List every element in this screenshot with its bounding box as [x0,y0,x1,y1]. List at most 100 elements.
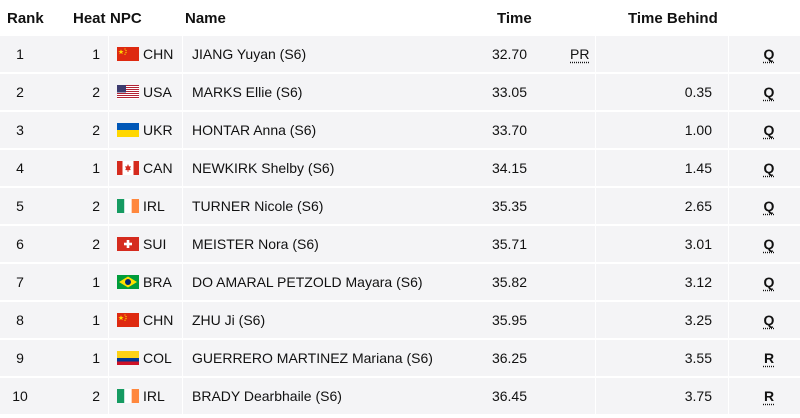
rank-cell: 2 [16,84,24,100]
flag-can-icon [117,161,139,175]
time-behind-cell [640,36,712,72]
column-divider [182,112,183,148]
time-behind-cell: 3.12 [684,274,712,290]
column-divider [108,188,109,224]
rank-cell: 3 [16,122,24,138]
qualification-badge[interactable]: R [763,388,775,404]
qualification-badge[interactable]: Q [763,198,775,214]
athlete-name[interactable]: BRADY Dearbhaile (S6) [192,388,342,404]
time-behind-cell: 3.75 [684,388,712,404]
athlete-name[interactable]: JIANG Yuyan (S6) [192,46,307,62]
time-cell: 34.15 [491,160,527,176]
time-cell: 32.70 [491,46,527,62]
column-divider [182,188,183,224]
npc-cell: CHN [143,312,174,328]
column-divider [728,378,729,414]
record-badge[interactable]: PR [570,46,590,62]
time-behind-cell: 1.45 [684,160,712,176]
column-divider [595,36,596,72]
npc-cell: COL [143,350,172,366]
athlete-name[interactable]: DO AMARAL PETZOLD Mayara (S6) [192,274,423,290]
qualification-badge[interactable]: Q [763,160,775,176]
heat-cell: 2 [92,122,100,138]
npc-cell: SUI [143,236,167,252]
table-row: 8 1 CHN ZHU Ji (S6) 35.95 3.25 Q [0,302,800,338]
table-body: 1 1 CHN JIANG Yuyan (S6) 32.70 PR Q 2 2 USA MARKS … [0,36,800,414]
heat-cell: 1 [92,274,100,290]
column-divider [595,226,596,262]
athlete-name[interactable]: TURNER Nicole (S6) [192,198,324,214]
rank-cell: 8 [16,312,24,328]
table-row: 1 1 CHN JIANG Yuyan (S6) 32.70 PR Q [0,36,800,72]
npc-cell: IRL [143,388,165,404]
rank-cell: 5 [16,198,24,214]
column-divider [728,188,729,224]
table-row: 3 2 UKR HONTAR Anna (S6) 33.70 1.00 Q [0,112,800,148]
qualification-badge[interactable]: R [763,350,775,366]
column-divider [595,74,596,110]
athlete-name[interactable]: NEWKIRK Shelby (S6) [192,160,335,176]
time-cell: 36.45 [491,388,527,404]
column-divider [182,36,183,72]
npc-cell: CHN [143,46,174,62]
column-divider [595,378,596,414]
flag-bra-icon [117,275,139,289]
npc-cell: UKR [143,122,173,138]
table-row: 7 1 BRA DO AMARAL PETZOLD Mayara (S6) 35.82 3… [0,264,800,300]
time-cell: 35.82 [491,274,527,290]
time-cell: 33.05 [491,84,527,100]
column-divider [728,264,729,300]
flag-usa-icon [117,85,139,99]
column-divider [182,74,183,110]
qualification-badge[interactable]: Q [763,236,775,252]
column-divider [728,302,729,338]
qualification-badge[interactable]: Q [763,46,775,62]
npc-cell: IRL [143,198,165,214]
athlete-name[interactable]: HONTAR Anna (S6) [192,122,317,138]
column-divider [108,112,109,148]
time-behind-cell: 0.35 [684,84,712,100]
column-divider [108,74,109,110]
table-row: 2 2 USA MARKS Ellie (S6) 33.05 0.35 Q [0,74,800,110]
flag-chn-icon [117,47,139,61]
header-time-behind: Time Behind [628,10,718,27]
time-behind-cell: 3.01 [684,236,712,252]
column-divider [728,36,729,72]
column-divider [595,112,596,148]
rank-cell: 4 [16,160,24,176]
qualification-badge[interactable]: Q [763,312,775,328]
npc-cell: BRA [143,274,172,290]
rank-cell: 10 [12,388,28,404]
heat-cell: 2 [92,84,100,100]
qualification-badge[interactable]: Q [763,122,775,138]
time-cell: 33.70 [491,122,527,138]
heat-cell: 2 [92,388,100,404]
qualification-badge[interactable]: Q [763,84,775,100]
column-divider [728,112,729,148]
header-heat: Heat [73,10,106,27]
column-divider [182,264,183,300]
column-divider [108,226,109,262]
athlete-name[interactable]: GUERRERO MARTINEZ Mariana (S6) [192,350,433,366]
athlete-name[interactable]: MEISTER Nora (S6) [192,236,319,252]
column-divider [595,340,596,376]
rank-cell: 1 [16,46,24,62]
column-divider [182,378,183,414]
column-divider [182,340,183,376]
heat-cell: 1 [92,312,100,328]
column-divider [595,264,596,300]
column-divider [182,302,183,338]
header-npc: NPC [110,10,142,27]
table-row: 5 2 IRL TURNER Nicole (S6) 35.35 2.65 Q [0,188,800,224]
table-row: 4 1 CAN NEWKIRK Shelby (S6) 34.15 1.45 Q [0,150,800,186]
column-divider [595,302,596,338]
athlete-name[interactable]: MARKS Ellie (S6) [192,84,303,100]
athlete-name[interactable]: ZHU Ji (S6) [192,312,266,328]
flag-irl-icon [117,199,139,213]
rank-cell: 9 [16,350,24,366]
header-name: Name [185,10,226,27]
flag-ukr-icon [117,123,139,137]
column-divider [595,188,596,224]
qualification-badge[interactable]: Q [763,274,775,290]
